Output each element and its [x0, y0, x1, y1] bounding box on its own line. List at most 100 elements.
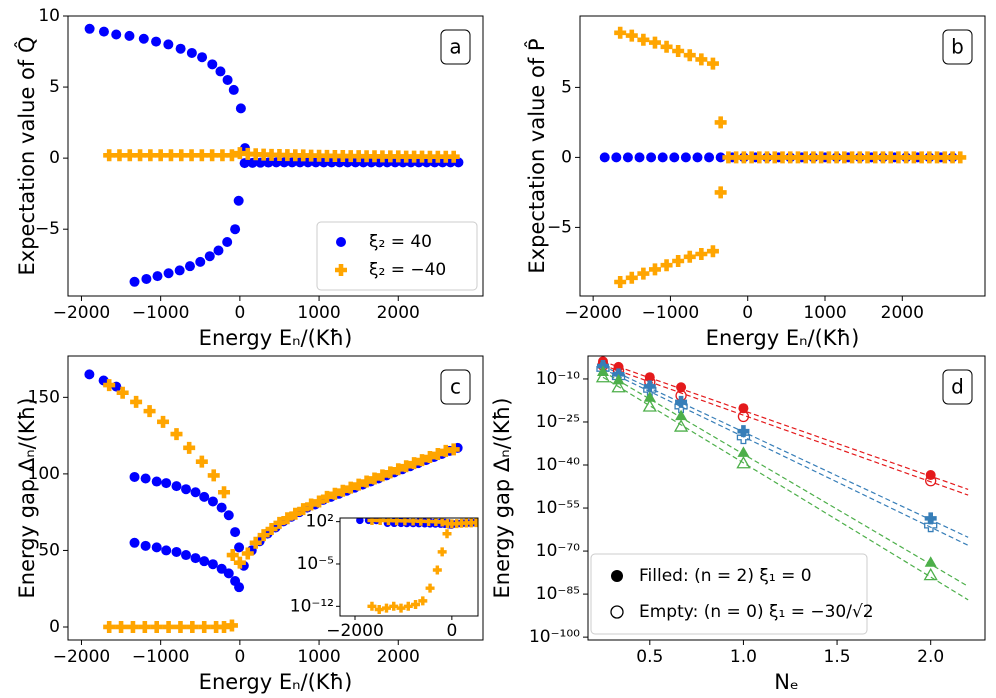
point [637, 267, 650, 280]
point [216, 502, 227, 513]
axes-frame [67, 15, 484, 297]
point [103, 149, 116, 162]
y-tick-label: 150 [28, 387, 60, 407]
point [320, 490, 333, 503]
point [195, 149, 208, 162]
point [171, 546, 182, 557]
point [736, 455, 751, 469]
point [368, 150, 381, 163]
panel: 0.5 1.0 1.5 2.0 10⁻¹⁰ 10⁻²⁵ 10⁻⁴⁰ 10⁻⁵⁵ 10⁻⁷⁰ 10⁻… [490, 355, 986, 694]
point [138, 33, 149, 44]
point [257, 148, 270, 161]
point [408, 457, 421, 470]
point [392, 150, 405, 163]
point [115, 620, 128, 633]
point [722, 151, 735, 164]
point [376, 150, 389, 163]
point [643, 391, 656, 402]
point [753, 151, 766, 164]
point [257, 529, 270, 542]
point [706, 57, 719, 70]
point [437, 547, 447, 557]
point [673, 419, 689, 432]
y-tick-label: 10² [306, 512, 334, 532]
point [138, 620, 151, 633]
y-tick-label: 0 [49, 617, 60, 637]
inset-points [356, 518, 478, 614]
point [695, 53, 708, 66]
point [344, 481, 357, 494]
fit-line [602, 376, 969, 601]
point [431, 447, 444, 460]
point [113, 149, 126, 162]
x-tick-label: 1000 [803, 303, 846, 323]
y-tick-label: 10⁻²⁵ [536, 412, 580, 432]
point [210, 620, 223, 633]
point [103, 379, 116, 392]
point [799, 151, 812, 164]
point [768, 151, 781, 164]
x-tick-label: 1000 [297, 303, 340, 323]
point [745, 151, 758, 164]
point [230, 527, 241, 538]
point [134, 149, 147, 162]
point [228, 84, 239, 95]
point [683, 49, 696, 62]
point [190, 487, 201, 498]
point [175, 43, 186, 54]
point [98, 26, 109, 37]
legend-label: ξ₂ = −40 [369, 260, 446, 280]
fit-line [602, 364, 969, 496]
point [376, 469, 389, 482]
point [223, 510, 234, 521]
fit-line [602, 360, 969, 490]
point [400, 150, 413, 163]
point [737, 410, 750, 423]
point [328, 150, 341, 162]
point [190, 553, 201, 564]
point [915, 151, 928, 164]
point [876, 151, 889, 164]
point [116, 386, 129, 399]
point [396, 603, 406, 613]
x-tick-label: 2000 [881, 303, 924, 323]
point [175, 149, 188, 162]
point [233, 556, 246, 569]
panel-label: a [449, 35, 461, 59]
point [611, 379, 626, 393]
point [140, 473, 151, 484]
point [111, 29, 122, 40]
point [646, 152, 657, 163]
point [776, 151, 789, 164]
point [884, 151, 897, 164]
point [352, 478, 365, 491]
point [84, 369, 95, 380]
point [289, 149, 302, 162]
point [222, 74, 233, 85]
point [418, 596, 428, 606]
y-tick-label: 10⁻¹⁰ [536, 369, 580, 389]
point [183, 441, 196, 454]
x-tick-label: −2000 [53, 647, 111, 667]
point [830, 151, 843, 164]
point [223, 568, 234, 579]
point [213, 245, 224, 256]
point [249, 536, 262, 549]
y-tick-label: 10⁻⁵ [297, 554, 334, 574]
point [226, 549, 239, 562]
point [715, 152, 726, 163]
point [925, 470, 936, 481]
point [206, 149, 219, 162]
point [273, 149, 286, 162]
inset: −2000 0 10⁻¹² 10⁻⁵ 10² [290, 512, 479, 641]
point [204, 251, 215, 262]
point [411, 599, 421, 609]
point [452, 519, 462, 529]
y-tick-label: 50 [38, 540, 60, 560]
point [233, 195, 244, 206]
point [669, 152, 680, 163]
axes-frame [587, 355, 986, 641]
point [447, 150, 460, 163]
point [384, 466, 397, 479]
